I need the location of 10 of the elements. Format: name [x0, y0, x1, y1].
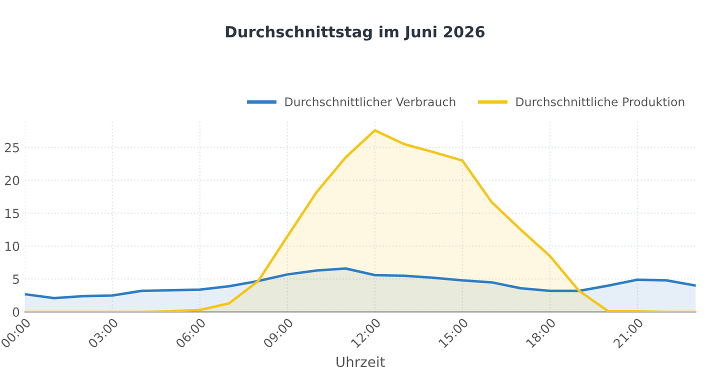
- y-tick-label: 5: [13, 274, 19, 284]
- y-tick-label: 25: [5, 142, 19, 152]
- legend-label: Durchschnittlicher Verbrauch: [285, 97, 456, 106]
- y-tick-label: 0: [12, 307, 20, 317]
- legend-label: Durchschnittliche Produktion: [516, 97, 684, 106]
- y-tick-label: 20: [5, 176, 20, 186]
- chart-title: Durchschnittstag im Juni 2026: [226, 26, 485, 41]
- y-tick-label: 15: [5, 208, 19, 218]
- y-tick-label: 10: [5, 242, 20, 252]
- x-axis-title: Uhrzeit: [336, 356, 385, 367]
